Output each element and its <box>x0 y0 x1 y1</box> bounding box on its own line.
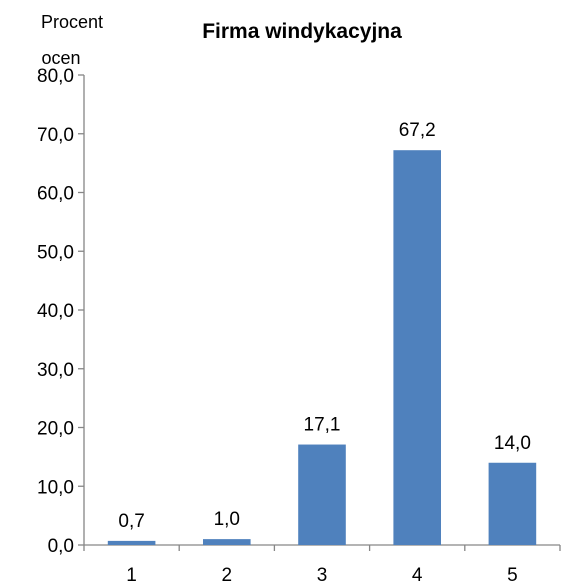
data-label-2: 1,0 <box>214 509 240 530</box>
data-label-5: 14,0 <box>494 433 531 454</box>
y-axis-label-line-2: ocen <box>41 48 80 68</box>
bar-4 <box>393 150 441 545</box>
x-tick-label-5: 5 <box>507 565 518 586</box>
bar-1 <box>107 540 156 545</box>
bar-5 <box>488 462 537 545</box>
bar-2 <box>203 539 251 545</box>
y-tick-label: 40,0 <box>37 301 74 322</box>
y-tick-label: 70,0 <box>37 125 74 146</box>
plot-area: 0,0 10,0 20,0 30,0 40,0 50,0 60,0 70,0 80,0 0,7 1 1… <box>37 66 561 586</box>
data-label-4: 67,2 <box>399 120 436 141</box>
chart-title: Firma windykacyjna <box>202 20 402 43</box>
x-tick-label-3: 3 <box>317 565 328 586</box>
y-tick-label: 30,0 <box>37 360 74 381</box>
bar-3 <box>298 444 346 545</box>
x-tick-label-2: 2 <box>222 565 233 586</box>
x-tick-label-1: 1 <box>126 565 137 586</box>
data-label-1: 0,7 <box>118 511 144 532</box>
y-tick-label: 80,0 <box>37 66 74 87</box>
y-tick-label: 60,0 <box>37 184 74 205</box>
y-axis-label-line-1: Procent <box>41 12 103 32</box>
y-tick-label: 0,0 <box>48 536 74 557</box>
x-tick-label-4: 4 <box>412 565 423 586</box>
y-tick-label: 20,0 <box>37 419 74 440</box>
y-tick-label: 10,0 <box>37 477 74 498</box>
y-tick-label: 50,0 <box>37 242 74 263</box>
data-label-3: 17,1 <box>304 415 341 436</box>
